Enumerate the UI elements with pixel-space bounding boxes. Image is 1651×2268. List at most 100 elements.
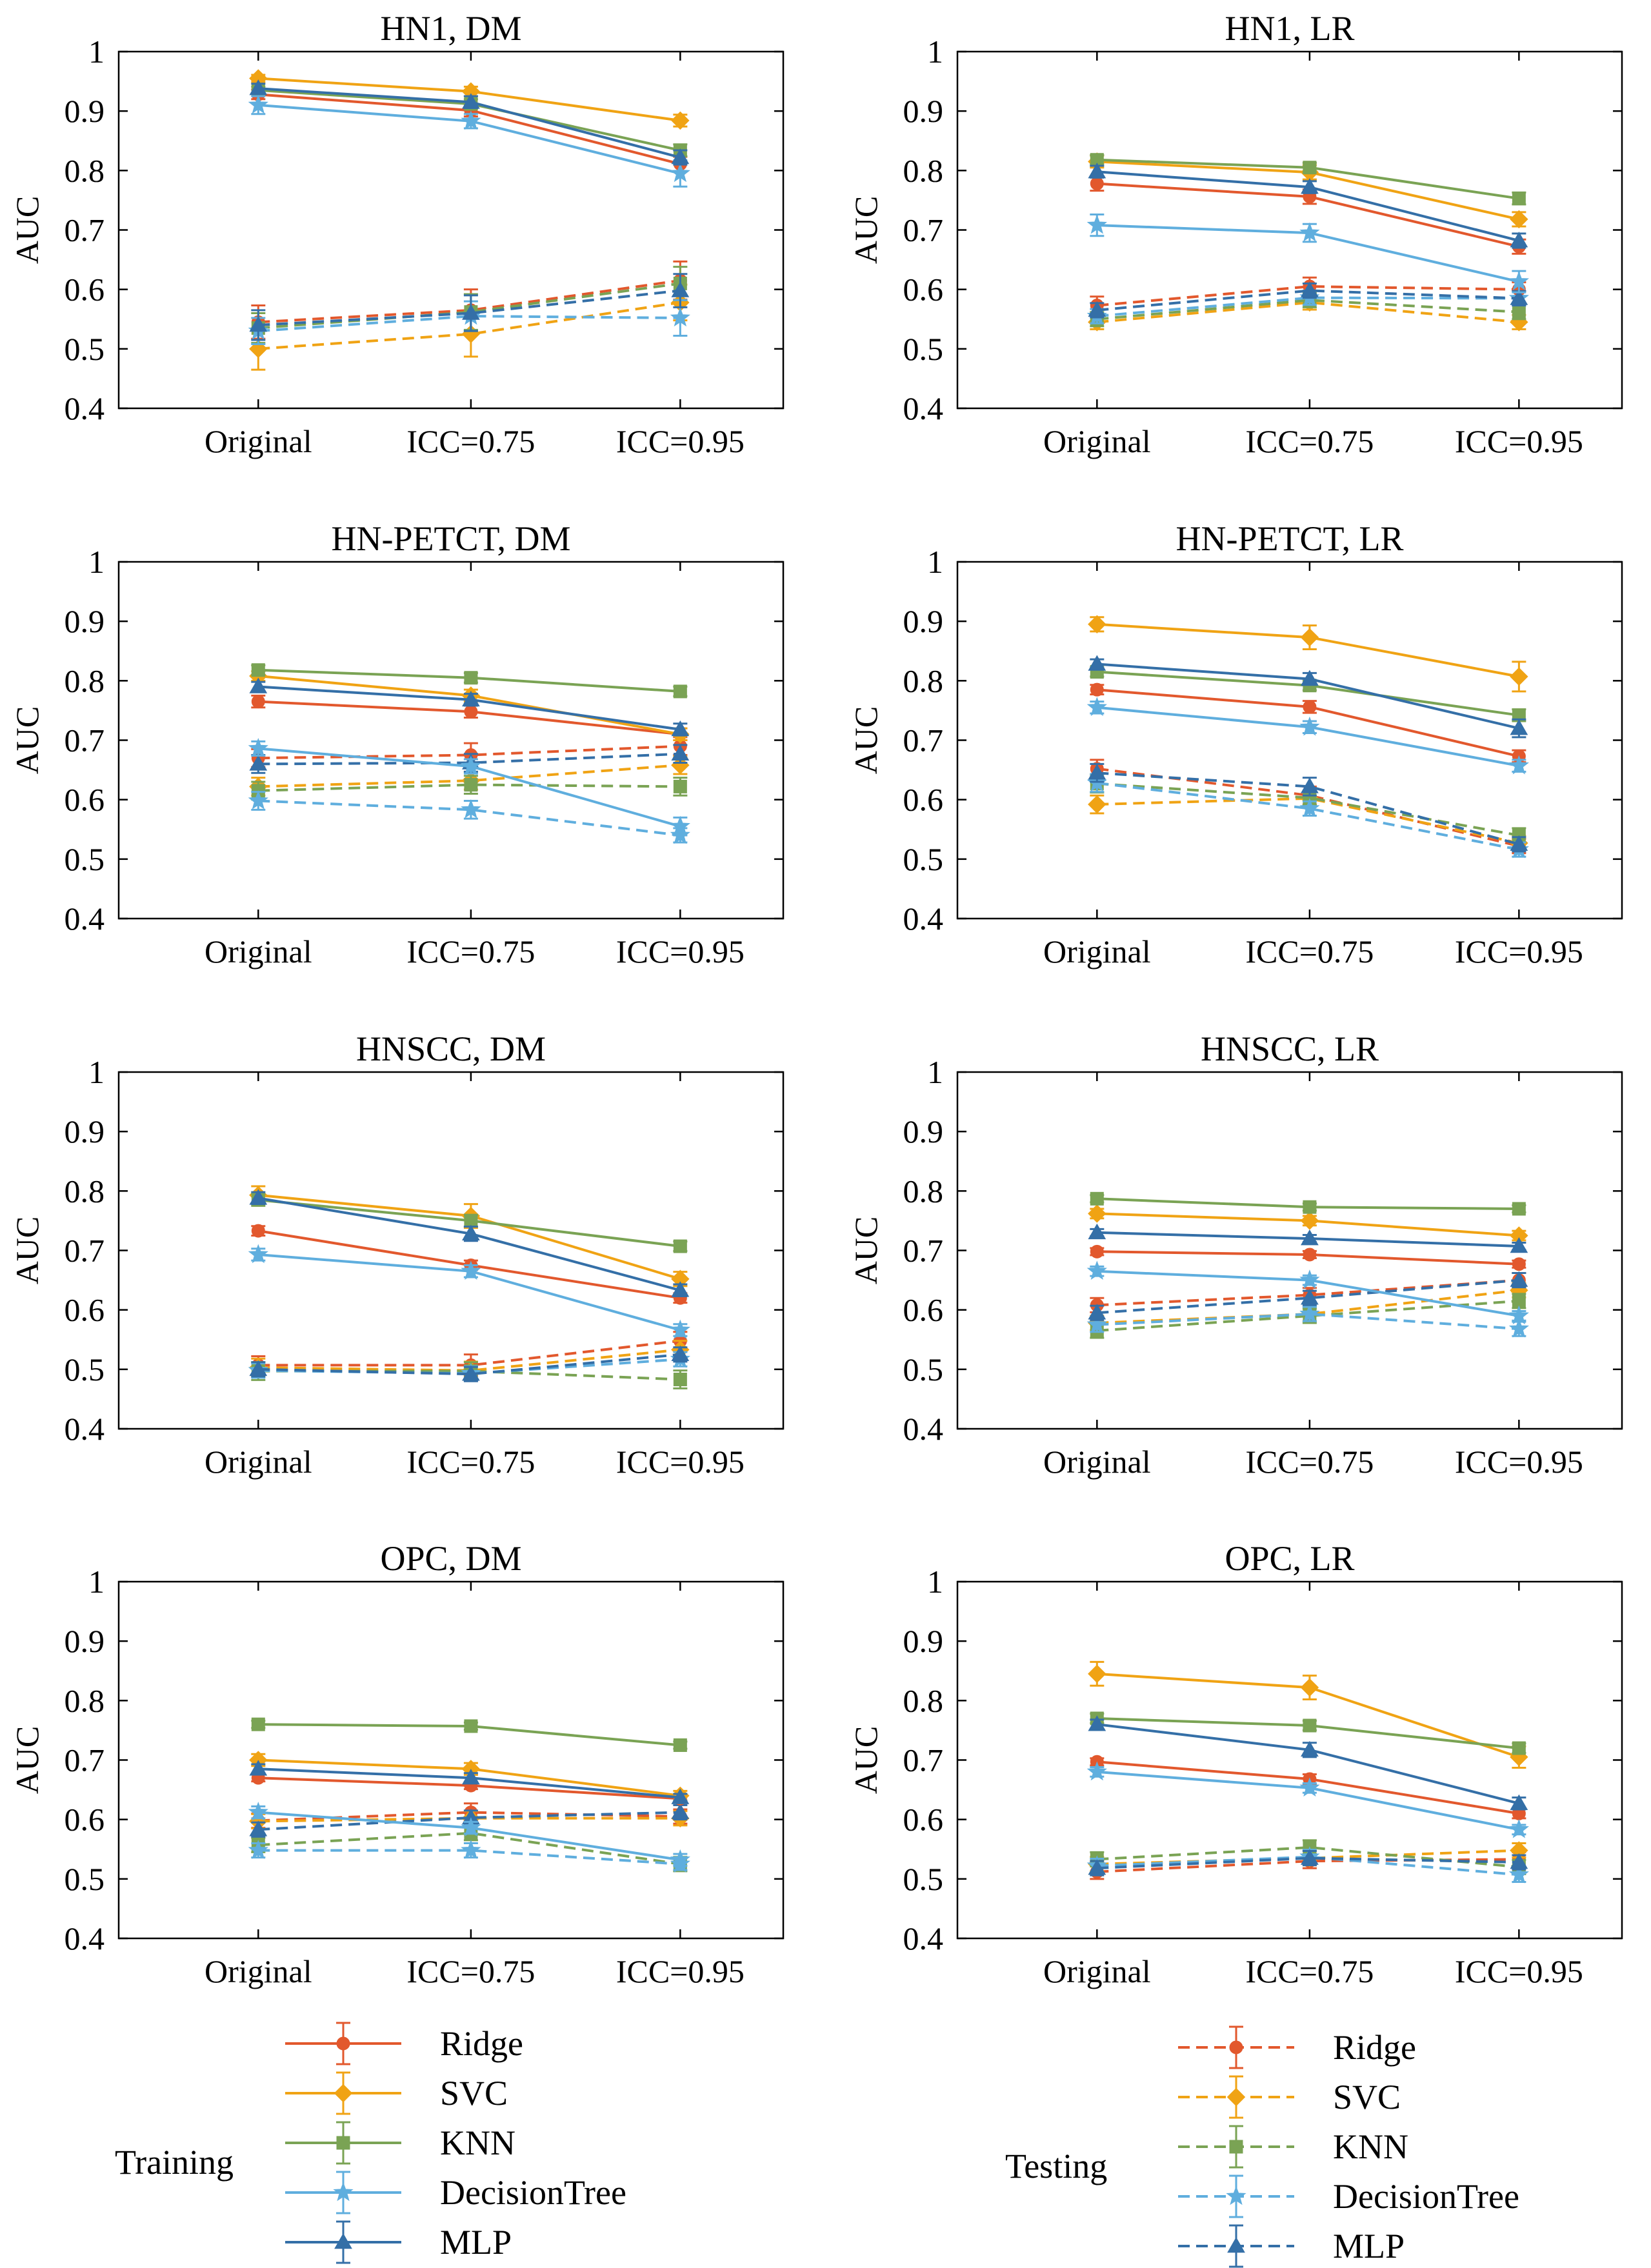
y-axis-label: AUC — [848, 1726, 884, 1795]
chart-title: HN-PETCT, DM — [332, 519, 571, 558]
y-axis-label: AUC — [9, 1726, 45, 1795]
data-point — [1301, 1849, 1319, 1865]
data-point — [1088, 301, 1106, 317]
y-tick-label: 0.5 — [903, 841, 944, 877]
series-line — [258, 1353, 681, 1376]
y-tick-label: 0.7 — [65, 1742, 105, 1778]
data-point — [1510, 1237, 1528, 1253]
x-tick-label: Original — [1043, 933, 1151, 970]
data-point — [671, 744, 690, 761]
data-point — [464, 778, 478, 792]
legend-item-mlp: MLP — [285, 2220, 512, 2264]
data-point — [1303, 1200, 1317, 1214]
y-tick-label: 0.4 — [903, 1920, 944, 1956]
data-point — [251, 695, 265, 709]
y-tick-label: 0.8 — [903, 1682, 944, 1718]
y-tick-label: 0.5 — [65, 841, 105, 877]
x-tick-label: ICC=0.75 — [1245, 423, 1374, 459]
y-tick-label: 0.5 — [903, 1351, 944, 1388]
legend-marker — [334, 2084, 353, 2103]
data-point — [1508, 1305, 1529, 1325]
y-tick-label: 0.9 — [903, 93, 944, 129]
series-line — [258, 744, 681, 760]
x-tick-label: ICC=0.95 — [616, 933, 745, 970]
legend-item-knn: KNN — [285, 2121, 515, 2165]
y-tick-label: 0.4 — [65, 1920, 105, 1956]
y-tick-label: 1 — [88, 1054, 105, 1090]
data-point — [670, 1319, 690, 1339]
series-training-mlp — [1088, 655, 1528, 739]
plot-frame — [117, 50, 785, 410]
data-point — [462, 1224, 480, 1240]
data-point — [673, 1373, 687, 1387]
legend-marker — [334, 2233, 352, 2249]
y-tick-label: 1 — [927, 1054, 943, 1090]
legend-item-svc: SVC — [1178, 2075, 1401, 2119]
data-point — [461, 110, 481, 130]
data-point — [673, 1738, 687, 1752]
series-training-knn — [1090, 1711, 1526, 1755]
data-point — [1088, 615, 1106, 633]
legend-marker — [1226, 2185, 1246, 2205]
y-tick-label: 0.4 — [65, 390, 105, 426]
data-point — [671, 1788, 690, 1804]
series-training-mlp — [1088, 1715, 1528, 1811]
x-tick-label: ICC=0.75 — [1245, 1444, 1374, 1480]
legend-marker — [336, 2036, 350, 2051]
data-point — [249, 1760, 268, 1776]
data-point — [461, 1817, 481, 1836]
data-point — [1510, 667, 1528, 686]
data-point — [1508, 1318, 1529, 1338]
y-tick-label: 0.6 — [65, 782, 105, 818]
data-point — [1088, 163, 1106, 179]
y-tick-label: 0.4 — [65, 900, 105, 937]
data-point — [1508, 755, 1529, 775]
data-point — [1088, 1223, 1106, 1240]
data-point — [1088, 655, 1106, 671]
series-line — [258, 752, 681, 766]
chart-title: OPC, DM — [380, 1539, 521, 1578]
y-tick-label: 0.5 — [903, 331, 944, 367]
data-point — [249, 79, 268, 95]
legend-label: SVC — [1333, 2078, 1401, 2116]
data-point — [1090, 177, 1104, 191]
data-point — [671, 148, 690, 164]
legend-label: Ridge — [440, 2024, 523, 2063]
data-point — [249, 1360, 268, 1377]
chart-title: HN1, DM — [380, 9, 521, 48]
x-tick-label: Original — [205, 423, 312, 459]
series-line — [1097, 1289, 1519, 1324]
data-point — [1300, 628, 1319, 647]
legend-item-ridge: Ridge — [285, 2022, 523, 2065]
series-line — [258, 301, 681, 350]
x-tick-label: Original — [1043, 1953, 1151, 1989]
data-point — [461, 1260, 481, 1280]
legend-marker — [1226, 2087, 1246, 2107]
data-point — [673, 684, 687, 699]
x-tick-label: Original — [1043, 1444, 1151, 1480]
data-point — [1512, 305, 1526, 319]
x-tick-label: ICC=0.75 — [1245, 1953, 1374, 1989]
x-tick-label: ICC=0.95 — [1455, 1444, 1583, 1480]
data-point — [1088, 1204, 1106, 1223]
data-point — [249, 677, 268, 693]
series-line — [258, 315, 681, 333]
series-testing-mlp — [1088, 762, 1528, 853]
legend: Ridge SVC KNN DecisionTree MLP Training Ridge S… — [115, 2022, 1519, 2268]
y-tick-label: 0.5 — [65, 1351, 105, 1388]
data-point — [673, 779, 687, 793]
series-training-svc — [1088, 1660, 1528, 1769]
series-training-mlp — [249, 1760, 690, 1804]
series-line — [258, 1849, 681, 1865]
data-point — [462, 690, 480, 707]
y-axis-label: AUC — [848, 1217, 884, 1285]
series-line — [258, 282, 681, 330]
series-line — [1097, 289, 1519, 312]
y-tick-label: 0.9 — [903, 1113, 944, 1149]
data-point — [461, 1840, 481, 1859]
data-point — [464, 704, 478, 719]
series-line — [1097, 301, 1519, 324]
data-point — [462, 1365, 480, 1381]
data-point — [671, 1803, 690, 1819]
x-tick-label: Original — [205, 1444, 312, 1480]
